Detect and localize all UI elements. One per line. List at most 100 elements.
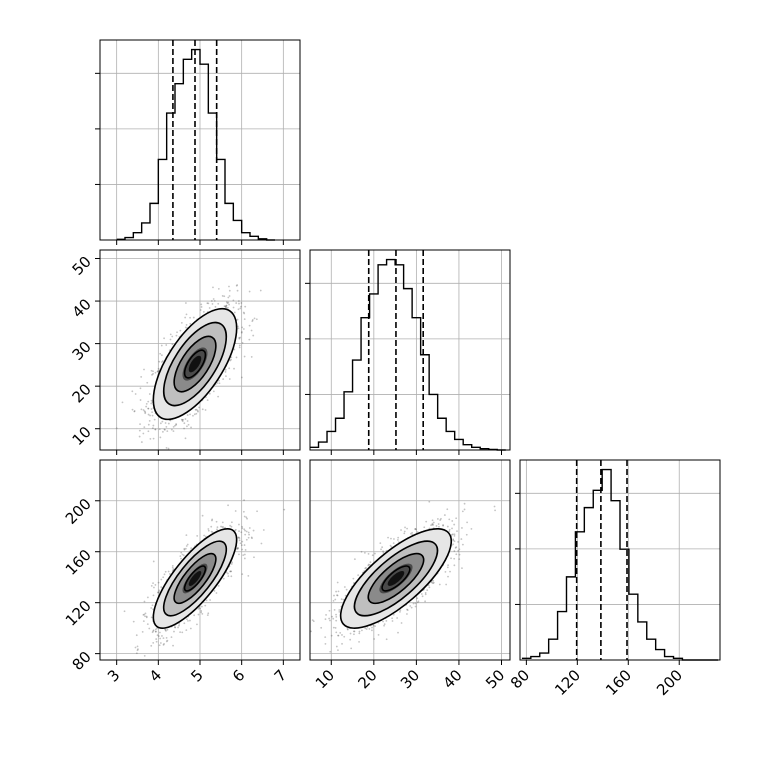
sample-point — [324, 636, 327, 639]
sample-point — [238, 337, 241, 340]
sample-point — [404, 526, 406, 529]
sample-point — [135, 652, 138, 655]
sample-point — [161, 420, 164, 423]
sample-point — [350, 647, 353, 650]
sample-point — [142, 409, 145, 411]
sample-point — [341, 642, 343, 645]
sample-point — [406, 527, 408, 530]
y-param3-tick-label: 200 — [62, 495, 95, 528]
sample-point — [453, 557, 456, 560]
sample-point — [171, 566, 174, 569]
sample-point — [334, 598, 337, 601]
sample-point — [335, 615, 338, 618]
sample-point — [432, 582, 434, 585]
sample-point — [251, 537, 253, 540]
sample-point — [334, 627, 337, 629]
sample-point — [445, 583, 448, 586]
sample-point — [340, 598, 343, 601]
sample-point — [199, 607, 201, 610]
sample-point — [230, 563, 233, 565]
sample-point — [158, 428, 161, 431]
sample-point — [190, 547, 193, 550]
sample-point — [185, 324, 188, 326]
sample-point — [152, 370, 154, 373]
sample-point — [200, 610, 203, 612]
sample-point — [341, 634, 343, 636]
sample-point — [151, 427, 154, 430]
sample-point — [493, 505, 496, 508]
sample-point — [134, 646, 137, 649]
sample-point — [189, 316, 191, 319]
sample-point — [200, 303, 203, 306]
sample-point — [170, 636, 173, 639]
sample-point — [357, 574, 360, 577]
sample-point — [208, 392, 211, 395]
sample-point — [212, 390, 215, 393]
sample-point — [154, 428, 157, 431]
sample-point — [164, 628, 166, 631]
sample-point — [453, 550, 456, 552]
sample-point — [196, 409, 199, 412]
sample-point — [166, 628, 169, 631]
sample-point — [416, 601, 419, 604]
sample-point — [155, 638, 158, 640]
sample-point — [455, 546, 458, 549]
sample-point — [173, 630, 175, 633]
sample-point — [140, 441, 143, 443]
sample-point — [211, 531, 214, 534]
sample-point — [204, 409, 207, 411]
sample-point — [230, 521, 233, 524]
sample-point — [193, 614, 196, 617]
sample-point — [245, 530, 248, 533]
sample-point — [207, 612, 210, 615]
sample-point — [165, 636, 168, 639]
sample-point — [227, 504, 229, 507]
sample-point — [150, 402, 153, 405]
sample-point — [447, 564, 449, 567]
sample-point — [212, 298, 215, 300]
sample-point — [206, 614, 209, 617]
sample-point — [157, 591, 160, 594]
sample-point — [397, 536, 400, 539]
sample-point — [240, 331, 243, 334]
sample-point — [138, 429, 141, 432]
sample-point — [385, 619, 388, 622]
sample-point — [373, 638, 376, 640]
sample-point — [143, 368, 145, 371]
sample-point — [136, 649, 139, 652]
sample-point — [179, 329, 182, 332]
sample-point — [238, 523, 240, 526]
sample-point — [385, 638, 388, 641]
sample-point — [336, 594, 338, 597]
sample-point — [416, 531, 419, 533]
sample-point — [421, 595, 424, 598]
x-param2-tick-label: 30 — [397, 666, 423, 692]
sample-point — [200, 306, 203, 308]
sample-point — [150, 644, 153, 647]
sample-point — [171, 343, 174, 346]
sample-point — [465, 533, 468, 536]
sample-point — [442, 524, 444, 526]
sample-point — [415, 528, 417, 531]
sample-point — [396, 617, 399, 619]
density-fill — [387, 571, 405, 586]
sample-point — [161, 430, 164, 433]
sample-point — [145, 402, 148, 405]
sample-point — [235, 547, 238, 550]
sample-point — [367, 563, 370, 566]
sample-point — [143, 426, 146, 429]
sample-point — [158, 631, 161, 634]
sample-point — [210, 525, 213, 528]
sample-point — [369, 561, 372, 564]
sample-point — [152, 424, 155, 427]
sample-point — [158, 360, 161, 363]
sample-point — [240, 376, 243, 379]
contour-line — [162, 540, 228, 617]
sample-point — [451, 533, 454, 536]
sample-point — [197, 608, 200, 610]
sample-point — [175, 334, 178, 337]
sample-point — [162, 637, 165, 640]
sample-point — [146, 381, 149, 384]
sample-point — [393, 538, 395, 540]
sample-point — [180, 321, 183, 324]
